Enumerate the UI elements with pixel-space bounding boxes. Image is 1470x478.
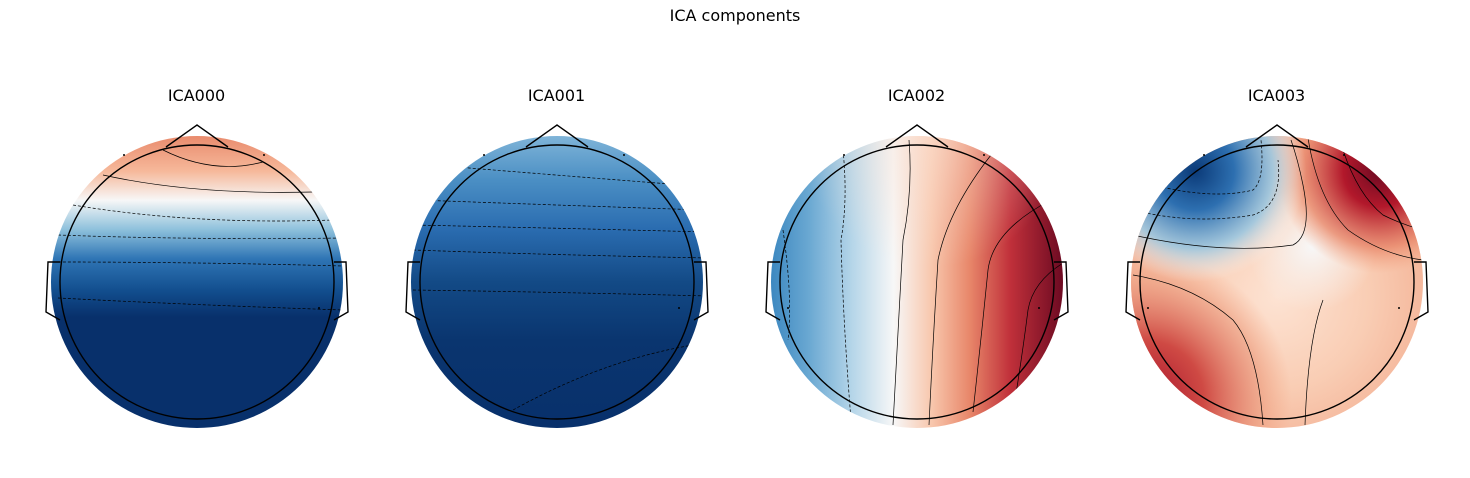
head-outline [405, 124, 709, 420]
topomap-ica001 [405, 124, 709, 428]
head-outline [1125, 124, 1429, 420]
head-circle [419, 144, 695, 420]
head-circle [779, 144, 1055, 420]
head-circle [1139, 144, 1415, 420]
nose-icon [885, 124, 949, 148]
sensor-markers [787, 154, 1040, 309]
topomap-ica000 [45, 124, 349, 428]
nose-icon [165, 124, 229, 148]
sensor-markers [123, 154, 320, 309]
right-ear-icon [1053, 261, 1069, 321]
left-ear-icon [1125, 261, 1141, 321]
component-title: ICA002 [887, 86, 946, 105]
topomap-fill [771, 136, 1063, 428]
left-ear-icon [765, 261, 781, 321]
topomap-panel-ica003: ICA003 [1093, 0, 1460, 478]
topomap-ica003 [1125, 124, 1429, 428]
right-ear-icon [693, 261, 709, 321]
right-ear-icon [1413, 261, 1429, 321]
topomap-panel-ica002: ICA002 [733, 0, 1100, 478]
sensor-markers [1147, 154, 1400, 309]
topomap-panel-ica000: ICA000 [13, 0, 380, 478]
component-title: ICA001 [527, 86, 586, 105]
figure-title: ICA components [669, 6, 801, 25]
nose-icon [525, 124, 589, 148]
head-circle [59, 144, 335, 420]
head-outline [765, 124, 1069, 420]
topomap-fill [411, 136, 703, 428]
component-title: ICA000 [167, 86, 226, 105]
topomap-ica002 [765, 124, 1069, 428]
left-ear-icon [45, 261, 61, 321]
head-outline [45, 124, 349, 420]
right-ear-icon [333, 261, 349, 321]
nose-icon [1245, 124, 1309, 148]
topomap-panel-ica001: ICA001 [373, 0, 740, 478]
sensor-markers [483, 154, 680, 309]
topomap-fill [1131, 136, 1423, 428]
topomap-fill [51, 136, 343, 428]
left-ear-icon [405, 261, 421, 321]
component-title: ICA003 [1247, 86, 1306, 105]
